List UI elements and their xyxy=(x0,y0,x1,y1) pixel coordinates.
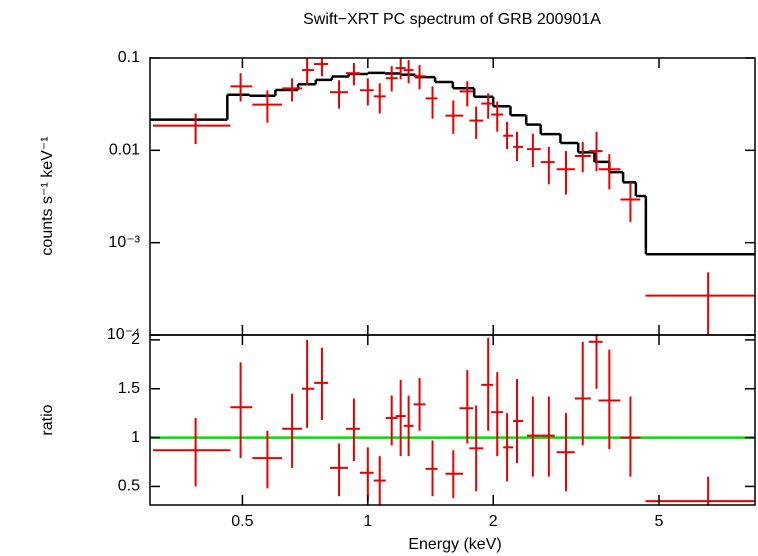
y-tick-label: 0.5 xyxy=(118,478,140,495)
y-tick-label: 1.5 xyxy=(118,380,140,397)
chart-title: Swift−XRT PC spectrum of GRB 200901A xyxy=(303,11,601,28)
bottom-plot xyxy=(150,335,755,505)
y-tick-label: 0.01 xyxy=(109,142,140,159)
y-tick-label: 10⁻⁴ xyxy=(107,326,140,343)
x-tick-label: 2 xyxy=(489,513,498,530)
top-plot xyxy=(150,58,755,335)
x-tick-label: 0.5 xyxy=(231,513,253,530)
y-tick-label: 10⁻³ xyxy=(108,234,140,251)
y-tick-label: 0.1 xyxy=(118,49,140,66)
axes xyxy=(149,57,756,506)
bottom-frame xyxy=(149,334,756,506)
y-axis-label: counts s⁻¹ keV⁻¹ xyxy=(39,136,56,255)
y-tick-label: 2 xyxy=(131,331,140,348)
x-axis-label: Energy (keV) xyxy=(408,536,501,553)
y-axis-label: ratio xyxy=(39,404,56,435)
x-tick-label: 5 xyxy=(655,513,664,530)
x-tick-label: 1 xyxy=(363,513,372,530)
y-tick-label: 1 xyxy=(131,429,140,446)
